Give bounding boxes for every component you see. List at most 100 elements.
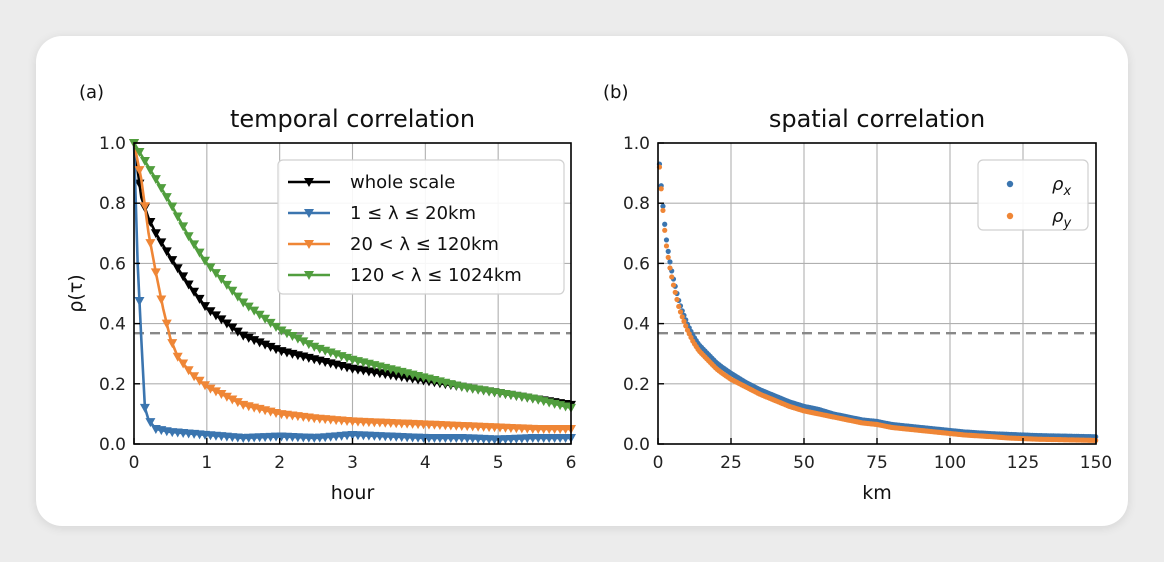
triangle-marker (145, 239, 156, 249)
triangle-marker (161, 193, 172, 203)
triangle-marker (178, 222, 189, 232)
triangle-marker (139, 403, 150, 413)
triangle-marker (249, 336, 260, 346)
x-tick-label: 0 (653, 453, 664, 473)
triangle-marker (161, 247, 172, 257)
triangle-marker (145, 166, 156, 176)
triangle-marker (227, 395, 238, 405)
triangle-marker (156, 295, 167, 305)
x-tick-label: 0 (129, 453, 140, 473)
triangle-marker (167, 339, 178, 349)
triangle-marker (150, 268, 161, 278)
x-tick-label: 125 (1007, 453, 1039, 473)
triangle-marker (292, 334, 303, 344)
legend-swatch-marker (304, 240, 314, 249)
y-tick-label: 0.2 (623, 375, 650, 395)
triangle-marker (238, 298, 249, 308)
triangle-marker (205, 384, 216, 394)
legend-label-sub: x (1062, 184, 1071, 199)
triangle-marker (303, 340, 314, 350)
triangle-marker (200, 256, 211, 266)
legend-swatch-marker (304, 271, 314, 280)
triangle-marker (134, 148, 145, 158)
scatter-point (679, 314, 685, 320)
y-tick-label: 0.8 (623, 194, 650, 214)
triangle-marker (161, 319, 172, 329)
scatter-point (681, 318, 687, 324)
x-tick-label: 100 (934, 453, 966, 473)
triangle-marker (232, 398, 243, 408)
legend-label: whole scale (350, 172, 455, 193)
x-tick-label: 1 (201, 453, 212, 473)
triangle-marker (172, 264, 183, 274)
triangle-marker (260, 340, 271, 350)
x-tick-label: 50 (793, 453, 815, 473)
triangle-marker (260, 314, 271, 324)
triangle-marker (281, 329, 292, 339)
legend-box (977, 159, 1089, 231)
y-tick-label: 0.0 (623, 435, 650, 455)
x-axis-label: km (862, 482, 892, 504)
scatter-point (663, 237, 670, 243)
triangle-marker (134, 166, 145, 176)
triangle-marker (189, 372, 200, 382)
panel-b: 0 25 50 75 100 125 150 0.0 0.2 0.4 0.6 0.8 1.0 (b) spa… (603, 82, 1112, 504)
legend-swatch-marker (304, 209, 314, 218)
triangle-marker (216, 275, 227, 285)
scatter-point (658, 186, 664, 192)
legend-label-base: ρ (1052, 174, 1064, 195)
scatter-point (670, 282, 677, 288)
triangle-marker (221, 319, 232, 329)
scatter-point (660, 203, 666, 209)
x-tick-label: 4 (420, 453, 431, 473)
triangle-marker (156, 184, 167, 194)
triangle-marker (243, 302, 254, 312)
figure: 0 1 2 3 4 5 6 0.0 0.2 0.4 0.6 0.8 1.0 (a) temporal cor… (65, 82, 1112, 504)
triangle-marker (243, 333, 254, 343)
y-tick-label: 0.6 (623, 254, 650, 274)
y-tick-label: 1.0 (623, 134, 650, 154)
x-tick-label: 75 (866, 453, 888, 473)
triangle-marker (189, 240, 200, 250)
scatter-point (667, 265, 673, 271)
triangle-marker (254, 338, 265, 348)
x-tick-label: 25 (720, 453, 742, 473)
scatter-point (665, 248, 671, 254)
series-2 (129, 139, 576, 445)
triangle-marker (254, 310, 265, 320)
triangle-marker (205, 263, 216, 273)
legend-item: 120 < λ ≤ 1024km (288, 265, 522, 286)
x-tick-label: 5 (493, 453, 504, 473)
panel-label: (b) (603, 82, 628, 103)
x-axis-label: hour (331, 482, 375, 504)
y-tick-label: 0.4 (623, 315, 650, 335)
triangle-marker (271, 322, 282, 332)
triangle-marker (178, 359, 189, 369)
triangle-marker (139, 157, 150, 167)
triangle-marker (298, 337, 309, 347)
triangle-marker (139, 202, 150, 212)
triangle-marker (150, 175, 161, 185)
panel-a: 0 1 2 3 4 5 6 0.0 0.2 0.4 0.6 0.8 1.0 (a) temporal cor… (65, 82, 576, 504)
triangle-marker (227, 323, 238, 333)
y-tick-label: 0.4 (99, 315, 126, 335)
y-tick-label: 0.2 (99, 375, 126, 395)
triangle-marker (227, 286, 238, 296)
chart-title: spatial correlation (769, 105, 985, 133)
triangle-marker (221, 392, 232, 402)
scatter-point (674, 296, 680, 303)
triangle-marker (210, 387, 221, 397)
panel-label: (a) (79, 82, 104, 103)
triangle-marker (194, 248, 205, 258)
legend-swatch-marker (1006, 212, 1014, 220)
y-tick-label: 0.8 (99, 194, 126, 214)
triangle-marker (276, 326, 287, 336)
legend-swatch-marker (1006, 180, 1014, 188)
triangle-marker (265, 318, 276, 328)
series-4 (129, 139, 576, 413)
triangle-marker (134, 297, 145, 307)
legend-item: 20 < λ ≤ 120km (288, 234, 499, 255)
series-3 (129, 139, 576, 434)
scatter-point (662, 221, 668, 227)
